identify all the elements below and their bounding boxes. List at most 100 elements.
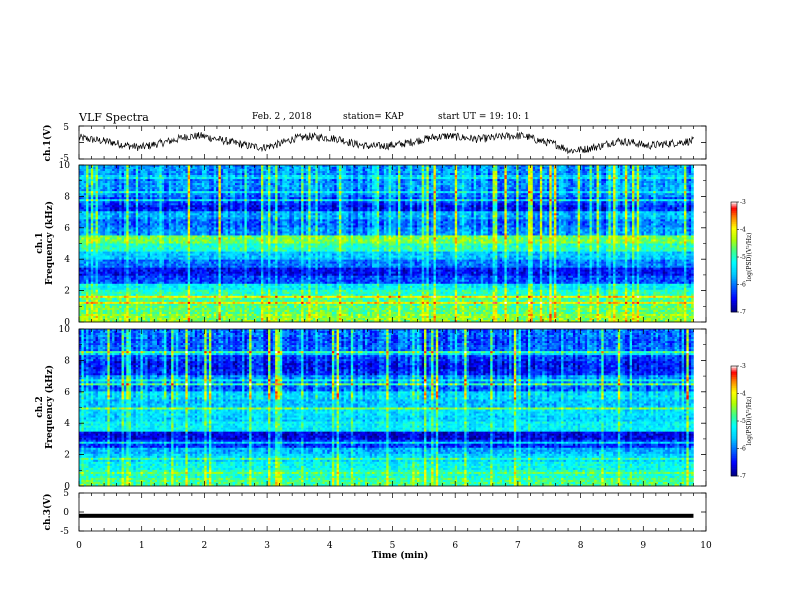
ch2-colorbar-step [731,405,737,407]
ch2-colorbar-step [731,414,737,416]
ch2-ytick-label: 2 [64,451,70,461]
ch1-colorbar-step [731,305,737,307]
ch1-colorbar-step [731,228,737,230]
ch1-colorbar-tick-label: -4 [740,227,746,234]
ch2-colorbar-step [731,449,737,451]
ch1-colorbar-step [731,211,737,213]
ch1-colorbar-tick-label: -3 [740,199,746,206]
xtick-label: 8 [578,541,584,551]
ch1-colorbar-step [731,244,737,246]
ch2-spectrogram-cells [79,329,694,486]
ch1-colorbar-tick-label: -7 [740,309,746,316]
ch2-colorbar-step [731,432,737,434]
ch1-colorbar-step [731,213,737,215]
ch1-ytick-label: 6 [64,224,70,234]
ch2-colorbar-step [731,416,737,418]
ch1-colorbar-step [731,206,737,208]
ch1-colorbar-step [731,308,737,310]
ch2-colorbar-step [731,419,737,421]
ch1-colorbar-step [731,239,737,241]
ch1-colorbar-step [731,268,737,270]
ch2-colorbar-step [731,428,737,430]
ch2-colorbar-step [731,427,737,429]
ch2-colorbar-step [731,465,737,467]
ch2-colorbar-step [731,436,737,438]
ch3-ytick-label: 5 [63,489,69,499]
ch1-colorbar-step [731,231,737,233]
xtick-label: 1 [139,541,145,551]
ch2-colorbar-step [731,372,737,374]
ch2-colorbar-step [731,412,737,414]
ch3-waveform-ylabel: ch.3(V) [42,494,53,531]
ch1-colorbar-step [731,261,737,263]
ch1-colorbar-step [731,277,737,279]
xtick-label: 0 [76,541,82,551]
xtick-label: 9 [640,541,646,551]
ch1-ytick-label: 8 [64,192,70,202]
ch2-colorbar-tick-label: -4 [740,391,746,398]
ch2-colorbar-step [731,439,737,441]
ch1-colorbar-step [731,208,737,210]
ch2-colorbar-step [731,373,737,375]
ch1-colorbar-step [731,226,737,228]
ch2-ytick-label: 10 [59,325,71,335]
ch1-colorbar-step [731,222,737,224]
ch2-colorbar-step [731,463,737,465]
ch1-colorbar-step [731,257,737,259]
ch2-colorbar-step [731,450,737,452]
ch2-colorbar-step [731,399,737,401]
ch1-colorbar-step [731,259,737,261]
ch2-colorbar-step [731,421,737,423]
ch1-colorbar-label: log(PSD)(V²/Hz) [746,233,753,282]
ch1-colorbar-step [731,307,737,309]
ch1-colorbar-step [731,230,737,232]
xtick-label: 6 [452,541,458,551]
ch1-waveform-line [79,132,694,153]
ch2-colorbar-label: log(PSD)(V²/Hz) [746,397,753,446]
ch3-waveform-line [79,514,693,518]
ch3-waveform-frame [79,493,706,531]
ch2-ytick-label: 8 [64,356,70,366]
ch1-colorbar-step [731,297,737,299]
ch1-colorbar-step [731,274,737,276]
ch2-colorbar-step [731,406,737,408]
ch2-colorbar-step [731,390,737,392]
ch3-ytick-label: 0 [63,508,69,518]
ch1-colorbar-step [731,209,737,211]
ch1-colorbar-step [731,266,737,268]
ch1-colorbar-step [731,233,737,235]
ch2-colorbar-step [731,471,737,473]
ch1-colorbar-step [731,303,737,305]
ch1-colorbar-step [731,220,737,222]
ch2-colorbar-step [731,443,737,445]
ch1-colorbar-step [731,215,737,217]
ch1-ytick-label: 4 [64,255,70,265]
ch2-colorbar-step [731,467,737,469]
ch1-colorbar-step [731,270,737,272]
ch1-colorbar-step [731,202,737,204]
ch2-channel-label: ch.2Frequency (kHz) [35,365,55,449]
ch2-colorbar-step [731,408,737,410]
ch2-colorbar-step [731,370,737,372]
ch2-colorbar-step [731,392,737,394]
ch1-channel-label: ch.1Frequency (kHz) [35,201,55,285]
ch1-colorbar-step [731,241,737,243]
ch2-colorbar-step [731,438,737,440]
xtick-label: 3 [264,541,270,551]
ch1-colorbar-step [731,283,737,285]
ch2-colorbar-step [731,434,737,436]
ch2-colorbar-step [731,386,737,388]
ch2-colorbar-step [731,458,737,460]
ch2-colorbar-step [731,469,737,471]
ch1-colorbar-step [731,246,737,248]
ch1-colorbar-step [731,285,737,287]
ch2-colorbar-step [731,423,737,425]
ch2-colorbar-step [731,379,737,381]
ch1-ytick-label: 5 [63,123,69,133]
ch2-colorbar-step [731,417,737,419]
ch2-colorbar-step [731,366,737,368]
ch1-ytick-label: 10 [59,161,71,171]
